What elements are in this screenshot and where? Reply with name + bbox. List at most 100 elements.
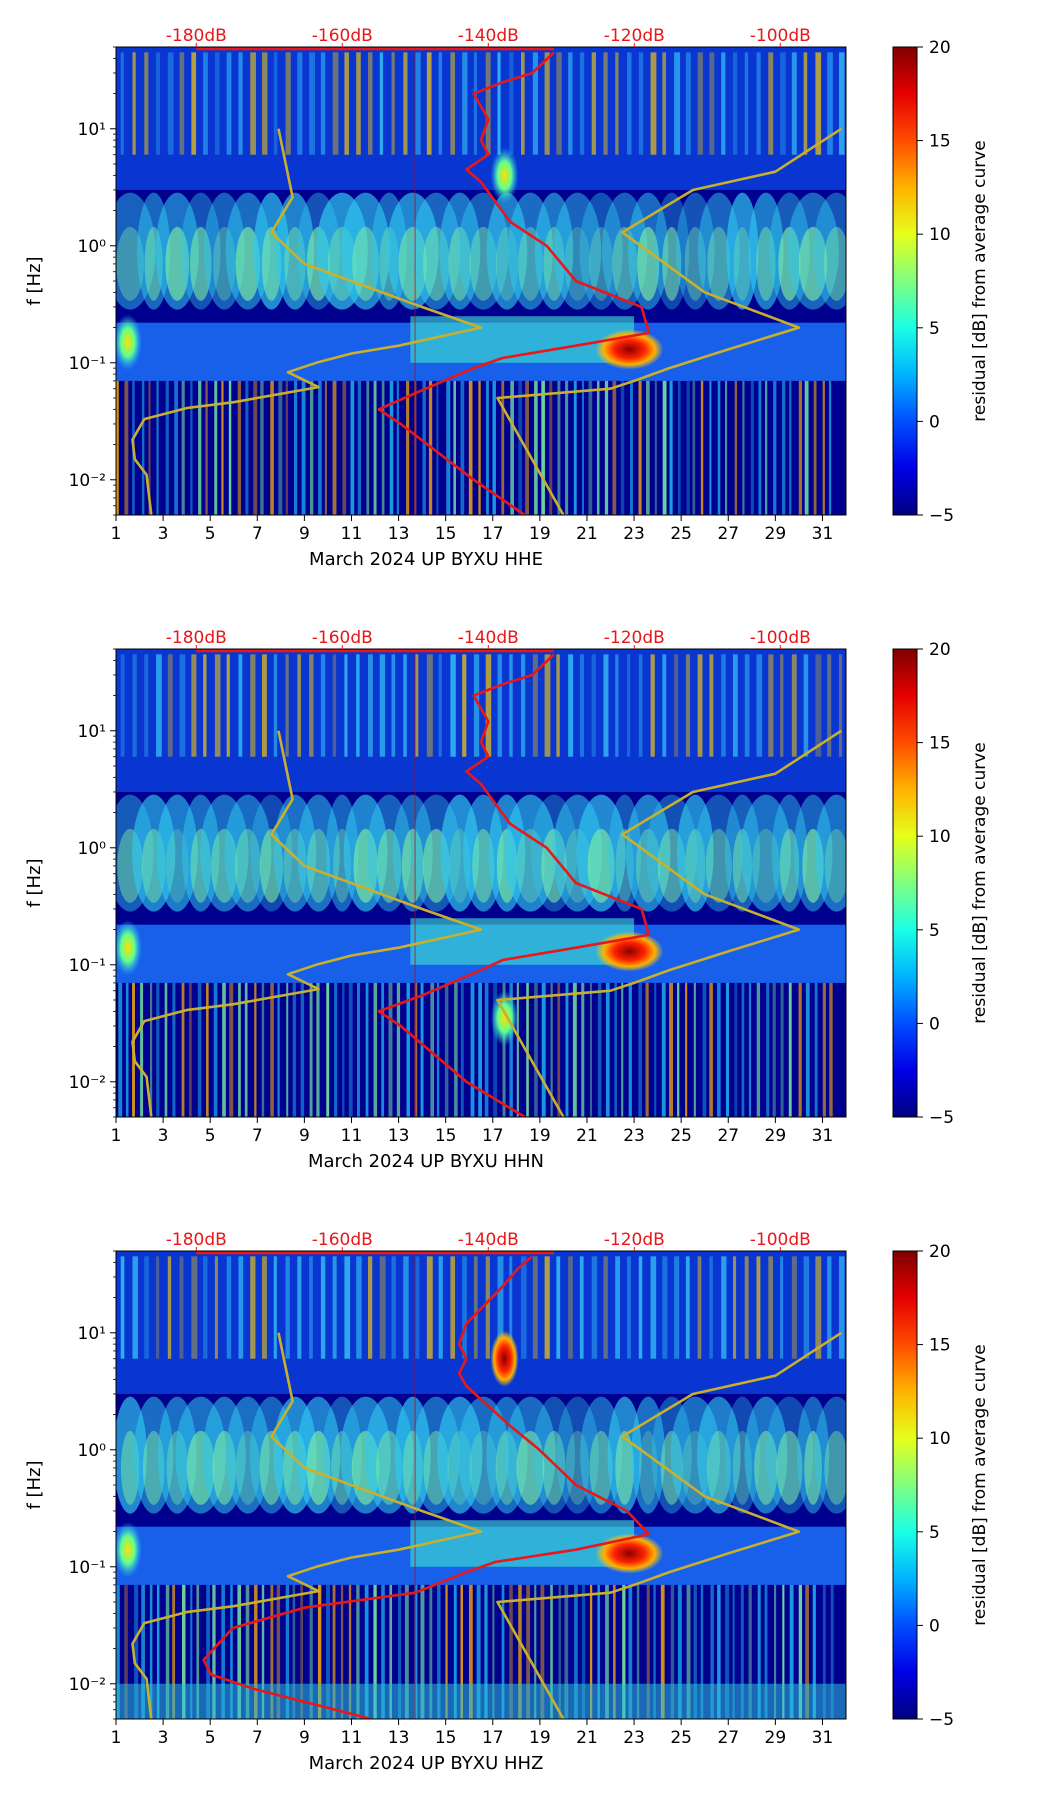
colorbar-tick-label: 10	[929, 827, 951, 847]
colorbar-label: residual [dB] from average curve	[970, 742, 990, 1023]
x-tick-label: 23	[623, 1728, 645, 1748]
series-line-1	[131, 730, 483, 1117]
x-tick-label: 11	[341, 1728, 363, 1748]
x-tick-label: 9	[299, 1126, 310, 1146]
top-db-label: -120dB	[604, 1230, 665, 1250]
colorbar-tick-label: 5	[929, 319, 940, 339]
x-tick-label: 11	[341, 524, 363, 544]
hotspot-1	[490, 147, 519, 204]
top-db-label: -120dB	[604, 26, 665, 46]
y-axis-label: f [Hz]	[24, 858, 45, 907]
top-db-label: -180dB	[166, 1230, 227, 1250]
colorbar-tick-label: 20	[929, 38, 951, 58]
y-axis-label: f [Hz]	[24, 256, 45, 305]
x-tick-label: 19	[529, 1728, 551, 1748]
x-tick-label: 3	[158, 1728, 169, 1748]
top-db-label: -140dB	[458, 26, 519, 46]
x-tick-label: 13	[388, 1728, 410, 1748]
x-tick-label: 9	[299, 1728, 310, 1748]
y-tick-label: 10⁻¹	[69, 956, 106, 976]
x-tick-label: 13	[388, 524, 410, 544]
colorbar-tick-label: 10	[929, 225, 951, 245]
colorbar-label: residual [dB] from average curve	[970, 140, 990, 421]
x-tick-label: 29	[765, 1126, 787, 1146]
x-tick-label: 5	[205, 1728, 216, 1748]
x-axis-label: March 2024 UP BYXU HHE	[309, 549, 543, 570]
x-tick-label: 9	[299, 524, 310, 544]
x-axis-label: March 2024 UP BYXU HHN	[308, 1151, 544, 1172]
y-tick-label: 10¹	[78, 722, 106, 742]
top-db-label: -160dB	[312, 628, 373, 648]
colorbar-tick-label: −5	[929, 1710, 954, 1730]
x-tick-label: 23	[623, 1126, 645, 1146]
x-axis-label: March 2024 UP BYXU HHZ	[309, 1753, 544, 1774]
x-tick-label: 15	[435, 1728, 457, 1748]
x-tick-label: 29	[765, 1728, 787, 1748]
y-tick-label: 10⁰	[78, 1441, 107, 1461]
x-tick-label: 13	[388, 1126, 410, 1146]
x-tick-label: 19	[529, 524, 551, 544]
colorbar	[892, 46, 918, 516]
colorbar-tick-label: 20	[929, 640, 951, 660]
x-tick-label: 3	[158, 524, 169, 544]
top-db-label: -160dB	[312, 1230, 373, 1250]
series-line-1	[131, 1332, 483, 1719]
x-tick-label: 1	[111, 524, 122, 544]
x-tick-label: 7	[252, 1126, 263, 1146]
top-db-label: -180dB	[166, 628, 227, 648]
colorbar-tick-label: 0	[929, 412, 940, 432]
x-tick-label: 29	[765, 524, 787, 544]
x-tick-label: 27	[717, 1728, 739, 1748]
x-tick-label: 27	[717, 1126, 739, 1146]
x-tick-label: 25	[670, 1728, 692, 1748]
colorbar-tick-label: 20	[929, 1242, 951, 1262]
spectrogram-image	[116, 649, 846, 1117]
colorbar	[892, 648, 918, 1118]
colorbar-tick-label: 5	[929, 921, 940, 941]
x-tick-label: 21	[576, 1728, 598, 1748]
series-line-0	[377, 653, 651, 1117]
colorbar-tick-label: 0	[929, 1014, 940, 1034]
top-db-label: -100dB	[750, 26, 811, 46]
panel-hhn: 1 3 5 7 9 11 13 15 17 19 21 23 25 27 29 3110⁻²10⁻¹10⁰10…	[24, 628, 990, 1172]
series-line-0	[202, 1255, 651, 1719]
hotspot-1	[490, 990, 519, 1047]
x-tick-label: 21	[576, 1126, 598, 1146]
x-tick-label: 25	[670, 524, 692, 544]
x-tick-label: 31	[812, 1728, 834, 1748]
colorbar-tick-label: −5	[929, 1108, 954, 1128]
top-db-label: -140dB	[458, 628, 519, 648]
colorbar-tick-label: 15	[929, 734, 951, 754]
y-tick-label: 10¹	[78, 120, 106, 140]
y-tick-label: 10⁻¹	[69, 1558, 106, 1578]
top-db-label: -180dB	[166, 26, 227, 46]
x-tick-label: 11	[341, 1126, 363, 1146]
series-line-2	[496, 127, 843, 515]
x-tick-label: 15	[435, 1126, 457, 1146]
x-tick-label: 25	[670, 1126, 692, 1146]
colorbar-tick-label: 15	[929, 1336, 951, 1356]
panel-hhz: 1 3 5 7 9 11 13 15 17 19 21 23 25 27 29 3110⁻²10⁻¹10⁰10…	[24, 1230, 990, 1774]
x-tick-label: 1	[111, 1126, 122, 1146]
hotspot-2	[116, 919, 142, 976]
colorbar-tick-label: 0	[929, 1616, 940, 1636]
x-tick-label: 17	[482, 1728, 504, 1748]
x-tick-label: 7	[252, 1728, 263, 1748]
y-tick-label: 10⁰	[78, 839, 107, 859]
y-tick-label: 10⁰	[78, 237, 107, 257]
x-tick-label: 17	[482, 524, 504, 544]
x-tick-label: 5	[205, 524, 216, 544]
colorbar-label: residual [dB] from average curve	[970, 1344, 990, 1625]
x-tick-label: 23	[623, 524, 645, 544]
hotspot-2	[116, 314, 142, 371]
x-tick-label: 21	[576, 524, 598, 544]
x-tick-label: 31	[812, 524, 834, 544]
y-tick-label: 10⁻²	[69, 1073, 106, 1093]
top-db-label: -160dB	[312, 26, 373, 46]
top-db-label: -140dB	[458, 1230, 519, 1250]
x-tick-label: 19	[529, 1126, 551, 1146]
y-tick-label: 10¹	[78, 1324, 106, 1344]
series-line-2	[496, 1331, 843, 1719]
x-tick-label: 27	[717, 524, 739, 544]
